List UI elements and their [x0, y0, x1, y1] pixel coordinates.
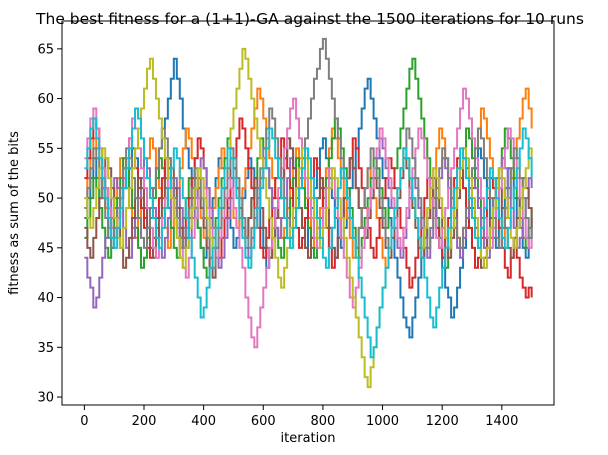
y-tick-label: 40 — [37, 291, 54, 306]
x-tick-label: 800 — [310, 414, 335, 429]
x-axis-label: iteration — [281, 431, 336, 446]
series-line-10 — [84, 107, 533, 359]
chart-title: The best fitness for a (1+1)-GA against … — [35, 10, 584, 28]
y-tick-label: 65 — [37, 42, 54, 57]
y-tick-label: 50 — [37, 192, 54, 207]
x-tick-label: 200 — [132, 414, 157, 429]
plot-frame — [61, 20, 555, 406]
y-tick-label: 45 — [37, 241, 54, 256]
x-tick-label: 1200 — [426, 414, 459, 429]
y-axis: 30 35 40 45 50 55 60 65 — [37, 42, 62, 406]
y-tick-label: 55 — [37, 142, 54, 157]
x-tick-label: 1400 — [485, 414, 518, 429]
x-tick-label: 600 — [251, 414, 276, 429]
series-layer — [84, 37, 533, 389]
x-tick-label: 1000 — [366, 414, 399, 429]
y-tick-label: 30 — [37, 391, 54, 406]
x-tick-label: 400 — [191, 414, 216, 429]
y-tick-label: 35 — [37, 341, 54, 356]
series-line-8 — [84, 37, 533, 269]
y-axis-label: fitness as sum of the bits — [7, 131, 22, 295]
y-tick-label: 60 — [37, 92, 54, 107]
x-axis: 0 200 400 600 800 1000 1200 1400 — [80, 405, 518, 429]
x-tick-label: 0 — [80, 414, 88, 429]
